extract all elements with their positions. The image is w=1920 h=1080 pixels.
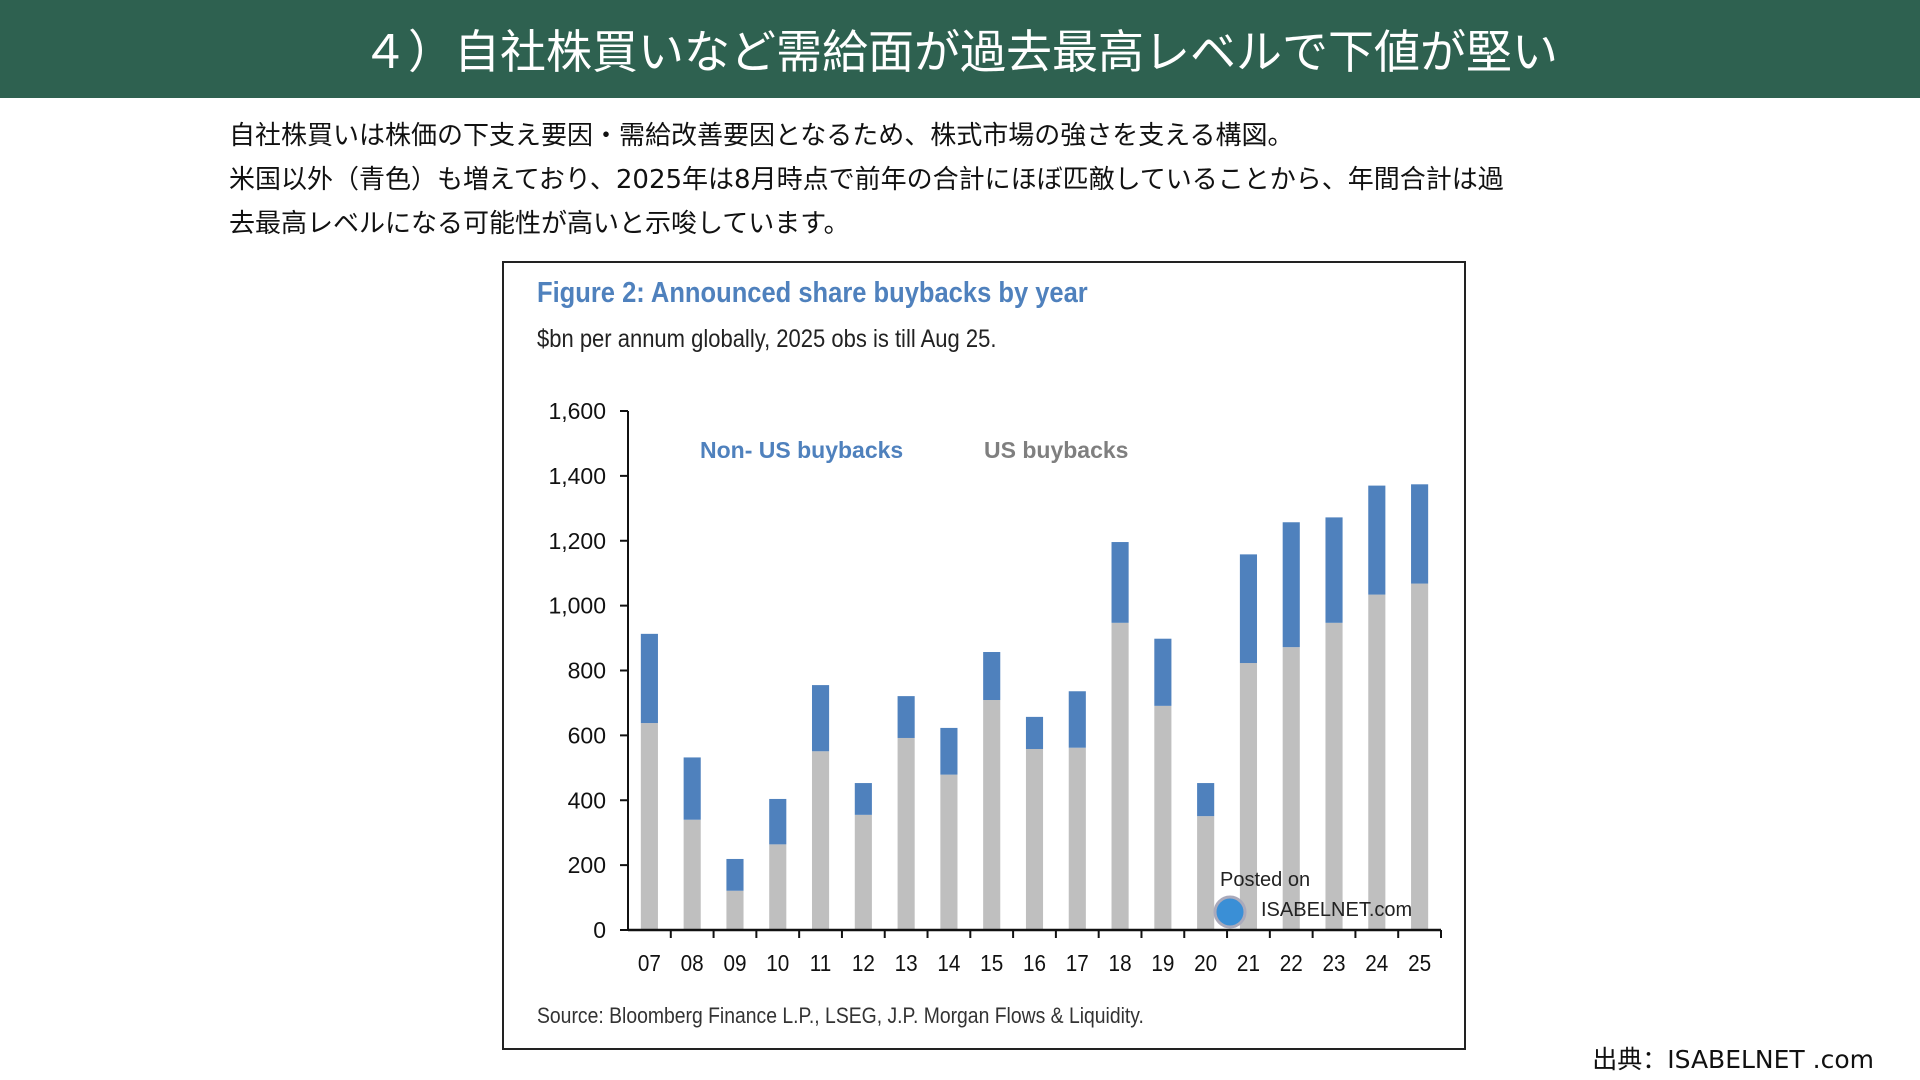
description-line: 米国以外（青色）も増えており、2025年は8月時点で前年の合計にほぼ匹敵している…: [229, 165, 1504, 195]
isabelnet-logo-icon: [1213, 895, 1247, 929]
bar-us-buybacks: [1025, 748, 1044, 930]
bar-non-us-buybacks: [1068, 691, 1086, 748]
bar-us-buybacks: [683, 819, 701, 930]
x-tick-label: 17: [1066, 950, 1089, 976]
y-tick-label: 400: [568, 787, 606, 813]
y-tick-label: 600: [568, 722, 606, 748]
bar-us-buybacks: [726, 890, 744, 930]
bar-non-us-buybacks: [769, 798, 787, 845]
legend-label: Non- US buybacks: [700, 437, 903, 463]
bar-non-us-buybacks: [983, 652, 1001, 701]
bar-us-buybacks: [854, 814, 872, 930]
bar-non-us-buybacks: [854, 783, 872, 815]
y-tick-label: 0: [593, 917, 606, 943]
bar-non-us-buybacks: [1197, 783, 1215, 817]
x-tick-label: 23: [1323, 950, 1346, 976]
x-tick-label: 16: [1023, 950, 1046, 976]
bar-non-us-buybacks: [897, 696, 915, 738]
bar-non-us-buybacks: [1325, 517, 1343, 623]
bar-us-buybacks: [811, 751, 830, 930]
y-tick-label: 1,200: [548, 528, 606, 554]
bar-non-us-buybacks: [1239, 554, 1258, 664]
x-tick-label: 07: [638, 950, 661, 976]
bar-us-buybacks: [1068, 747, 1086, 930]
y-tick-label: 1,400: [548, 463, 606, 489]
source-credit: 出典：ISABELNET .com: [1592, 1045, 1874, 1074]
x-tick-label: 22: [1280, 950, 1303, 976]
chart-frame: Figure 2: Announced share buybacks by ye…: [502, 261, 1466, 1050]
bar-us-buybacks: [1197, 816, 1215, 930]
bar-non-us-buybacks: [683, 757, 701, 820]
slide-title: ４）自社株買いなど需給面が過去最高レベルで下値が堅い: [0, 0, 1920, 98]
bar-us-buybacks: [983, 700, 1001, 930]
bar-non-us-buybacks: [640, 633, 658, 724]
description-line: 自社株買いは株価の下支え要因・需給改善要因となるため、株式市場の強さを支える構図…: [229, 121, 1294, 151]
watermark-site: ISABELNET.com: [1261, 899, 1413, 921]
x-tick-label: 15: [980, 950, 1003, 976]
x-tick-label: 10: [766, 950, 789, 976]
x-tick-label: 21: [1237, 950, 1260, 976]
bar-non-us-buybacks: [811, 685, 830, 752]
bar-us-buybacks: [1239, 663, 1258, 930]
bar-us-buybacks: [897, 737, 915, 930]
bar-non-us-buybacks: [1154, 638, 1172, 706]
chart-source: Source: Bloomberg Finance L.P., LSEG, J.…: [537, 1003, 1144, 1028]
bar-chart: 07 08 09 10 11 12 13 14 15 16 17 18 19 20 21 22 23 24 25 0 2…: [548, 398, 1442, 976]
bar-non-us-buybacks: [1111, 542, 1129, 623]
bar-us-buybacks: [1111, 622, 1129, 930]
chart-title: Figure 2: Announced share buybacks by ye…: [537, 277, 1088, 309]
x-tick-label: 19: [1151, 950, 1174, 976]
bar-us-buybacks: [1368, 594, 1386, 930]
bar-non-us-buybacks: [940, 727, 958, 775]
description-line: 去最高レベルになる可能性が高いと示唆しています。: [229, 209, 850, 239]
bar-us-buybacks: [1411, 583, 1429, 930]
bar-non-us-buybacks: [1282, 522, 1300, 648]
bar-us-buybacks: [769, 844, 787, 930]
x-tick-label: 13: [895, 950, 918, 976]
y-tick-label: 1,000: [548, 593, 606, 619]
bar-us-buybacks: [940, 774, 958, 930]
x-tick-label: 14: [937, 950, 960, 976]
bar-us-buybacks: [1282, 647, 1300, 930]
chart-subtitle: $bn per annum globally, 2025 obs is till…: [537, 325, 997, 353]
bar-non-us-buybacks: [1411, 484, 1429, 584]
y-tick-label: 1,600: [548, 398, 606, 424]
bar-non-us-buybacks: [726, 858, 744, 891]
x-tick-label: 25: [1408, 950, 1431, 976]
x-tick-label: 09: [723, 950, 746, 976]
x-tick-label: 18: [1109, 950, 1132, 976]
y-tick-label: 200: [568, 852, 606, 878]
legend-label: US buybacks: [984, 437, 1128, 463]
bar-non-us-buybacks: [1025, 716, 1044, 749]
y-tick-label: 800: [568, 658, 606, 684]
x-tick-label: 20: [1194, 950, 1217, 976]
x-tick-label: 08: [681, 950, 704, 976]
watermark-posted: Posted on: [1220, 869, 1311, 891]
x-tick-label: 12: [852, 950, 875, 976]
x-tick-label: 24: [1365, 950, 1388, 976]
x-tick-label: 11: [810, 950, 831, 976]
bar-us-buybacks: [1154, 705, 1172, 930]
bar-us-buybacks: [1325, 622, 1343, 930]
bar-us-buybacks: [640, 723, 658, 930]
bar-non-us-buybacks: [1368, 485, 1386, 595]
description: 自社株買いは株価の下支え要因・需給改善要因となるため、株式市場の強さを支える構図…: [229, 114, 1729, 246]
